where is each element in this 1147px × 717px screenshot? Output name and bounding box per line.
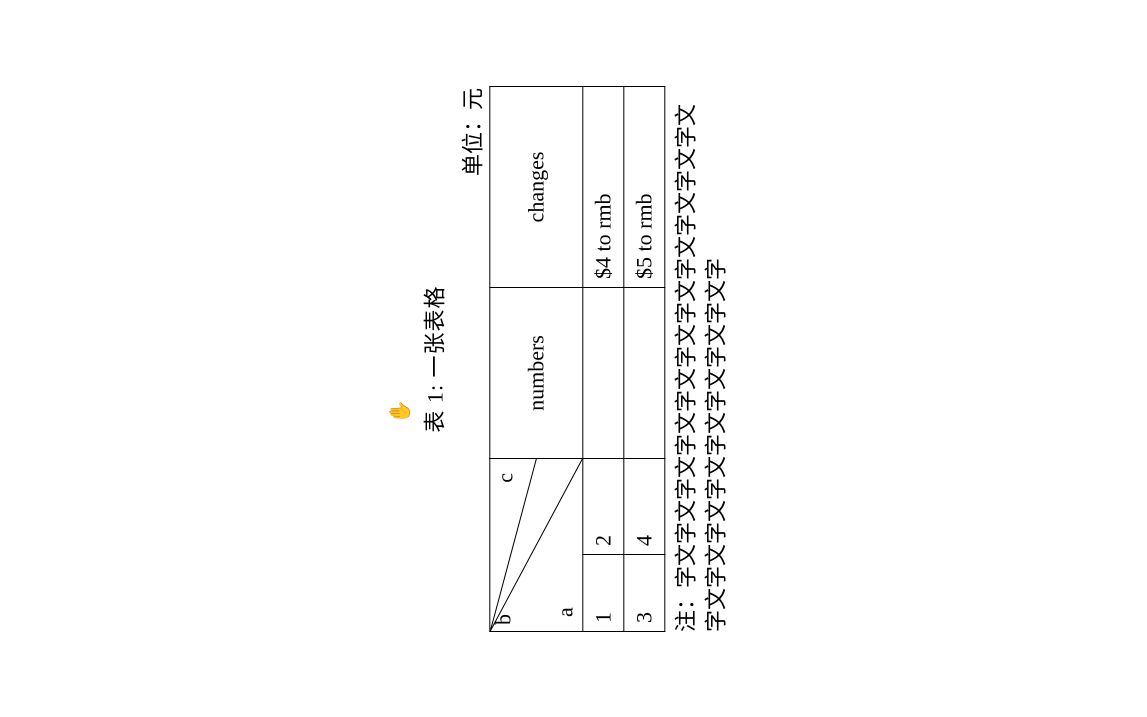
table-footnote: 注：字文字文字文字文字文字文字文字文字文字文字文字文字文字文字文字文字文字文字文… (671, 102, 730, 632)
diag-label-b: b (492, 614, 514, 625)
table-caption: 表 1: 一张表格 (417, 86, 449, 632)
document-stage: ✋ 表 1: 一张表格 单位：元 b c a numbers changes 1… (417, 86, 730, 632)
cell-r2-mid: 4 (623, 458, 664, 554)
diagonal-lines (490, 459, 582, 631)
diag-label-a: a (554, 607, 576, 617)
unit-label: 单位：元 (455, 86, 487, 632)
cell-r2-numbers (623, 287, 664, 458)
cell-r2-left: 3 (623, 554, 664, 631)
data-table: b c a numbers changes 1 2 $4 to rmb 3 4 … (489, 86, 665, 632)
table-row: 1 2 $4 to rmb (582, 86, 623, 631)
table-header-row: b c a numbers changes (489, 86, 582, 631)
cell-r1-left: 1 (582, 554, 623, 631)
diag-label-c: c (494, 473, 516, 483)
hand-icon: ✋ (387, 399, 412, 424)
cell-r1-mid: 2 (582, 458, 623, 554)
diagonal-header-cell: b c a (489, 458, 582, 631)
header-changes: changes (489, 86, 582, 287)
cell-r1-changes: $4 to rmb (582, 86, 623, 287)
cell-r2-changes: $5 to rmb (623, 86, 664, 287)
header-numbers: numbers (489, 287, 582, 458)
cell-r1-numbers (582, 287, 623, 458)
table-row: 3 4 $5 to rmb (623, 86, 664, 631)
